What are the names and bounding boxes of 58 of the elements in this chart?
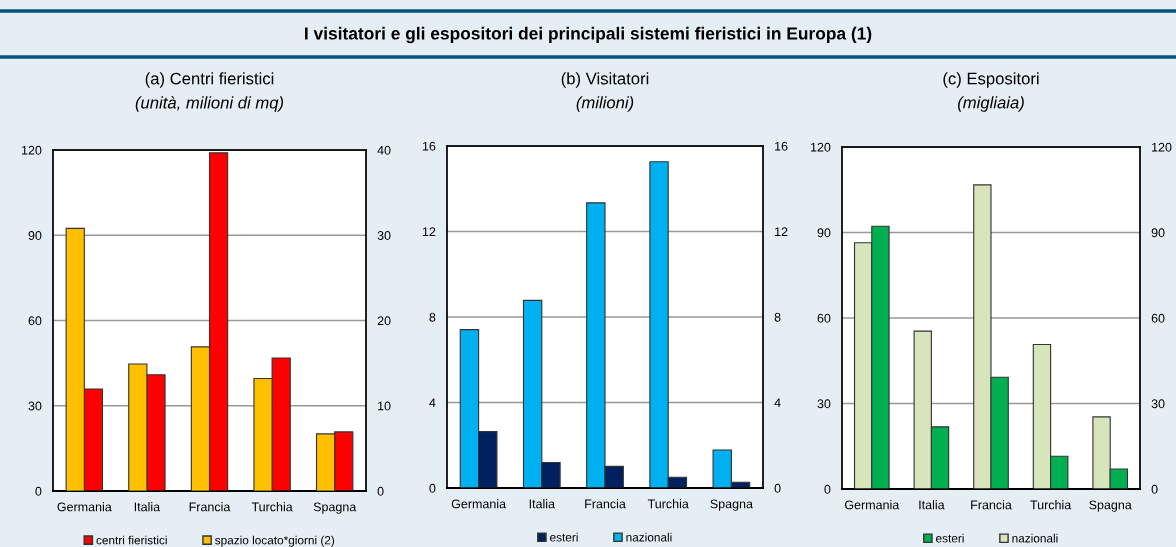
legend-label: esteri <box>550 532 578 542</box>
legend-label: spazio locato*giorni (2) <box>215 535 335 547</box>
y-tick-label: 90 <box>28 231 42 240</box>
y-tick-label: 12 <box>422 227 436 237</box>
x-tick-label: Turchia <box>251 502 293 512</box>
y-tick-label: 30 <box>28 401 42 411</box>
y-tick-label: 60 <box>817 313 831 323</box>
text: I visitatori e gli espositori dei principali sistemi fieristici in Europa (1) <box>305 26 872 44</box>
y-tick-label: 0 <box>35 486 42 496</box>
chart-title: (b) Visitatori <box>561 72 649 88</box>
x-tick-label: Italia <box>919 500 945 510</box>
x-tick-label: Italia <box>529 499 555 509</box>
y-tick-label: 60 <box>28 316 42 326</box>
y2-tick-label: 10 <box>378 401 391 411</box>
chart-title: (a) Centri fieristici <box>145 72 274 88</box>
y2-tick-label: 30 <box>377 231 391 240</box>
y2-tick-label: 8 <box>774 312 781 322</box>
y2-tick-label: 0 <box>377 486 384 496</box>
x-tick-label: Francia <box>971 500 1012 510</box>
y-tick-label: 4 <box>429 398 436 408</box>
x-tick-label: Spagna <box>710 499 753 511</box>
x-tick-label: Turchia <box>1030 500 1072 510</box>
y2-tick-label: 120 <box>1152 142 1172 152</box>
y-tick-label: 30 <box>817 399 831 409</box>
y-tick-label: 90 <box>817 228 831 238</box>
chart-subtitle: (unità, milioni di mq) <box>135 96 284 112</box>
y2-tick-label: 0 <box>1151 484 1158 494</box>
y2-tick-label: 30 <box>1151 399 1165 409</box>
y-tick-label: 0 <box>429 483 436 493</box>
y-tick-label: 16 <box>422 141 436 151</box>
legend-label: nazionali <box>626 532 672 542</box>
y2-tick-label: 90 <box>1151 228 1165 238</box>
x-tick-label: Spagna <box>313 502 357 514</box>
x-tick-label: Germania <box>844 500 900 510</box>
x-tick-label: Spagna <box>1089 500 1132 512</box>
y-tick-label: 120 <box>21 145 42 155</box>
x-tick-label: Germania <box>451 499 507 509</box>
y-tick-label: 120 <box>810 142 831 152</box>
x-tick-label: Francia <box>585 499 626 509</box>
chart-subtitle: (milioni) <box>576 96 634 112</box>
y2-tick-label: 4 <box>774 398 781 408</box>
chart-subtitle: (migliaia) <box>957 96 1024 112</box>
legend-label: nazionali <box>1012 533 1058 543</box>
y2-tick-label: 12 <box>775 227 788 237</box>
y-tick-label: 0 <box>824 484 831 494</box>
y2-tick-label: 0 <box>774 483 781 493</box>
y-tick-label: 8 <box>429 312 436 322</box>
x-tick-label: Turchia <box>647 499 689 509</box>
y2-tick-label: 16 <box>775 141 788 151</box>
y2-tick-label: 20 <box>377 316 391 326</box>
chart-title: (c) Espositori <box>943 72 1039 88</box>
legend-label: centri fieristici <box>96 535 167 545</box>
x-tick-label: Francia <box>189 502 231 512</box>
x-tick-label: Germania <box>57 502 112 512</box>
y2-tick-label: 40 <box>377 145 391 155</box>
y2-tick-label: 60 <box>1151 313 1165 323</box>
x-tick-label: Italia <box>134 502 161 512</box>
legend-label: esteri <box>936 533 964 543</box>
